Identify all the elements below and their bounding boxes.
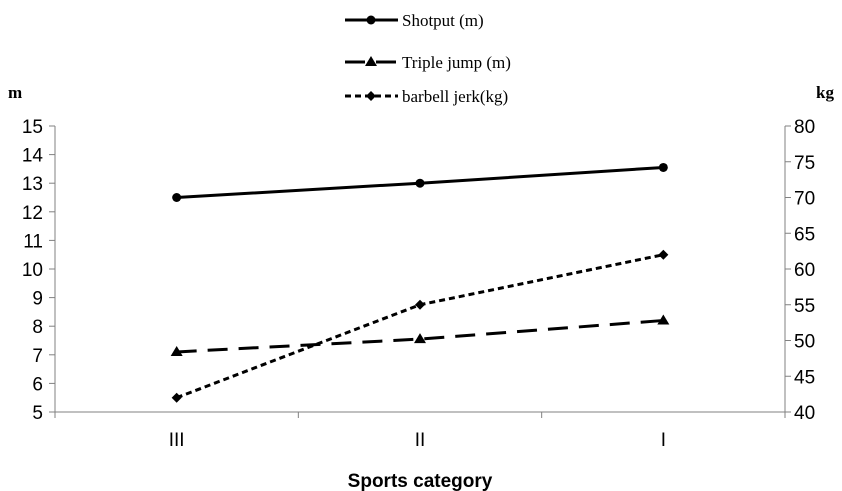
x-tick-label: I — [661, 430, 666, 451]
right-tick-label: 65 — [794, 224, 815, 245]
legend-entry-shotput: Shotput (m) — [345, 11, 484, 30]
left-tick-label: 12 — [22, 203, 43, 224]
series-0 — [172, 162, 668, 202]
data-point — [172, 193, 182, 202]
x-axis-ticks: III II I — [54, 412, 786, 451]
right-tick-label: 50 — [794, 332, 815, 353]
legend: Shotput (m) Triple jump (m) barbell jerk… — [345, 11, 511, 106]
left-tick-label: 10 — [22, 260, 43, 281]
series-1 — [170, 314, 670, 356]
data-point — [658, 249, 669, 260]
data-point — [170, 345, 183, 356]
left-axis-unit: m — [8, 83, 22, 102]
x-tick-label: III — [169, 430, 185, 451]
right-tick-label: 60 — [794, 260, 815, 281]
data-point — [171, 392, 182, 403]
right-tick-label: 75 — [794, 153, 815, 174]
data-point — [657, 314, 670, 325]
axes — [54, 126, 786, 413]
data-point — [415, 299, 425, 310]
x-axis-title: Sports category — [348, 471, 493, 491]
left-tick-label: 9 — [32, 289, 43, 310]
left-tick-label: 13 — [22, 174, 43, 195]
left-tick-label: 6 — [32, 374, 43, 395]
left-tick-label: 8 — [32, 317, 43, 338]
right-tick-label: 80 — [794, 117, 815, 138]
right-tick-label: 55 — [794, 296, 815, 317]
data-point — [658, 162, 668, 172]
left-tick-label: 11 — [23, 231, 43, 252]
right-axis-ticks: 40 45 50 55 60 65 70 75 80 — [785, 117, 815, 424]
right-tick-label: 40 — [794, 403, 815, 424]
series-line — [176, 318, 664, 354]
series-2 — [171, 249, 669, 403]
series-layer — [170, 162, 670, 403]
legend-marker-shotput — [366, 15, 376, 25]
left-axis-ticks: 5 6 7 8 9 10 11 12 13 14 15 — [22, 117, 55, 424]
legend-label-barbell-jerk: barbell jerk(kg) — [402, 87, 508, 106]
x-tick-label: II — [415, 430, 426, 451]
right-axis-unit: kg — [816, 83, 834, 102]
legend-label-shotput: Shotput (m) — [402, 11, 484, 30]
left-tick-label: 15 — [22, 117, 43, 138]
legend-label-triple-jump: Triple jump (m) — [402, 53, 511, 72]
legend-entry-barbell-jerk: barbell jerk(kg) — [345, 87, 508, 106]
data-point — [414, 333, 426, 344]
data-point — [415, 178, 425, 188]
legend-marker-triple-jump — [365, 56, 377, 66]
left-tick-label: 14 — [22, 146, 44, 167]
left-tick-label: 7 — [32, 346, 43, 367]
left-tick-label: 5 — [32, 403, 43, 424]
right-tick-label: 70 — [794, 189, 815, 210]
right-tick-label: 45 — [794, 367, 815, 388]
legend-entry-triple-jump: Triple jump (m) — [345, 53, 511, 72]
legend-marker-barbell-jerk — [366, 91, 376, 101]
